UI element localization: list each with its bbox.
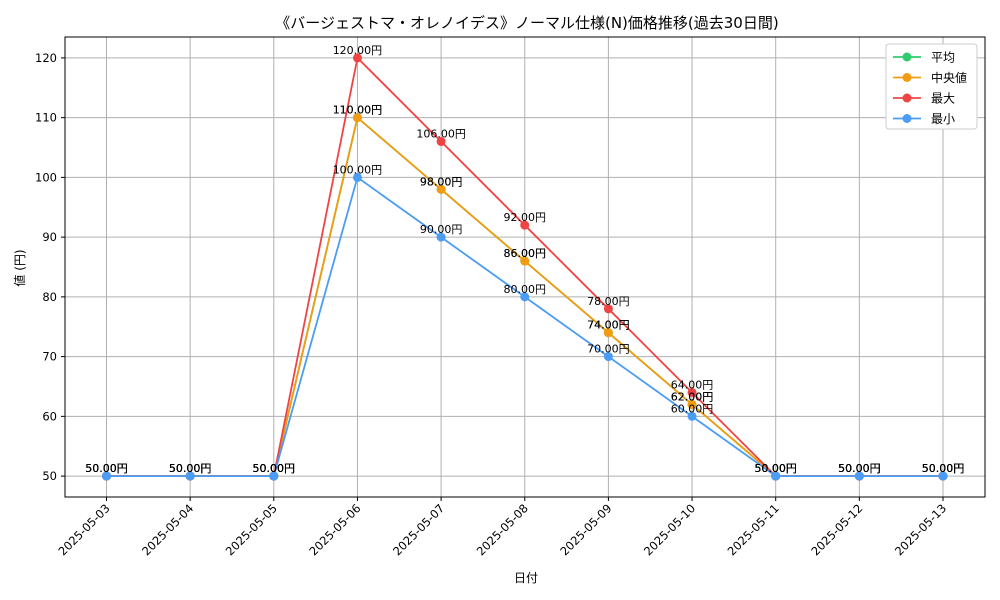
data-label: 50.00円 — [922, 462, 965, 475]
data-label: 50.00円 — [253, 462, 296, 475]
data-label: 50.00円 — [838, 462, 881, 475]
data-labels: 50.00円 50.00円 50.00円 110.00円 98.00円 86.00円 74.… — [85, 44, 964, 475]
y-tick-label: 100 — [35, 170, 57, 184]
series-lines — [102, 53, 948, 481]
data-point — [771, 471, 781, 481]
data-label: 100.00円 — [333, 163, 383, 176]
data-label: 62.00円 — [671, 390, 714, 403]
data-point — [352, 172, 362, 182]
data-label: 50.00円 — [169, 462, 212, 475]
data-label: 50.00円 — [169, 462, 212, 475]
data-point — [603, 328, 613, 338]
legend-item: 中央値 — [893, 70, 967, 85]
data-point — [520, 256, 530, 266]
data-label: 50.00円 — [169, 462, 212, 475]
y-tick-label: 60 — [42, 409, 57, 423]
data-point — [102, 471, 111, 481]
data-label: 90.00円 — [420, 223, 463, 236]
data-point — [687, 387, 697, 397]
data-label: 60.00円 — [671, 402, 714, 415]
data-label: 62.00円 — [671, 390, 714, 403]
data-label: 74.00円 — [587, 319, 630, 332]
data-label: 92.00円 — [504, 211, 547, 224]
legend-item: 最小 — [893, 112, 955, 126]
data-point — [603, 304, 613, 314]
y-tick-label: 80 — [42, 290, 57, 304]
data-point — [687, 411, 697, 421]
data-label: 50.00円 — [85, 462, 128, 475]
data-label: 80.00円 — [504, 283, 547, 296]
data-label: 50.00円 — [754, 462, 797, 475]
data-label: 50.00円 — [838, 462, 881, 475]
data-label: 106.00円 — [416, 128, 466, 141]
legend-item: 平均 — [893, 51, 955, 65]
data-label: 50.00円 — [922, 462, 965, 475]
data-point — [687, 399, 697, 409]
data-label: 50.00円 — [85, 462, 128, 475]
legend-marker — [902, 114, 912, 123]
data-point — [352, 113, 362, 123]
data-label: 50.00円 — [838, 462, 881, 475]
data-label: 50.00円 — [85, 462, 128, 475]
data-label: 50.00円 — [838, 462, 881, 475]
data-label: 50.00円 — [754, 462, 797, 475]
data-label: 50.00円 — [922, 462, 965, 475]
data-point — [520, 220, 530, 230]
data-point — [436, 137, 446, 147]
legend-marker — [902, 52, 912, 62]
legend-box — [885, 43, 978, 130]
data-point — [938, 471, 948, 481]
y-tick-label: 110 — [35, 111, 57, 125]
legend-label: 最小 — [931, 112, 955, 126]
data-point — [603, 352, 613, 362]
y-axis-label: 値 (円) — [12, 249, 27, 286]
data-label: 110.00円 — [333, 104, 383, 117]
data-point — [436, 232, 446, 242]
data-label: 110.00円 — [333, 104, 383, 117]
data-label: 50.00円 — [85, 462, 128, 475]
data-label: 50.00円 — [754, 462, 797, 475]
data-label: 50.00円 — [169, 462, 212, 475]
data-label: 120.00円 — [333, 44, 383, 57]
legend-marker — [902, 93, 912, 103]
data-point — [185, 471, 195, 481]
data-point — [436, 184, 446, 194]
data-point — [854, 471, 864, 481]
legend-label: 最大 — [931, 92, 955, 106]
legend-marker — [902, 73, 912, 82]
data-label: 64.00円 — [671, 378, 714, 391]
data-point — [520, 292, 530, 302]
y-tick-label: 120 — [35, 51, 57, 65]
data-label: 86.00円 — [504, 247, 547, 260]
legend-label: 平均 — [931, 51, 955, 65]
y-tick-label: 90 — [42, 230, 57, 244]
data-point — [269, 471, 279, 481]
data-label: 78.00円 — [587, 295, 630, 308]
data-label: 86.00円 — [504, 247, 547, 260]
data-label: 70.00円 — [587, 343, 630, 356]
legend-label: 中央値 — [931, 70, 967, 85]
x-axis-label: 日付 — [514, 571, 538, 585]
data-label: 50.00円 — [922, 462, 965, 475]
data-point — [352, 53, 362, 63]
y-tick-label: 70 — [42, 350, 57, 364]
chart-title: 《バージェストマ・オレノイデス》ノーマル仕様(N)価格推移(過去30日間) — [275, 14, 778, 32]
legend-item: 最大 — [893, 92, 955, 106]
data-label: 50.00円 — [754, 462, 797, 475]
series-4 — [102, 172, 948, 481]
data-label: 74.00円 — [587, 319, 630, 332]
data-label: 98.00円 — [420, 175, 463, 188]
data-label: 50.00円 — [253, 462, 296, 475]
data-label: 50.00円 — [253, 462, 296, 475]
data-label: 50.00円 — [253, 462, 296, 475]
data-label: 98.00円 — [420, 175, 463, 188]
y-tick-label: 50 — [42, 469, 57, 483]
